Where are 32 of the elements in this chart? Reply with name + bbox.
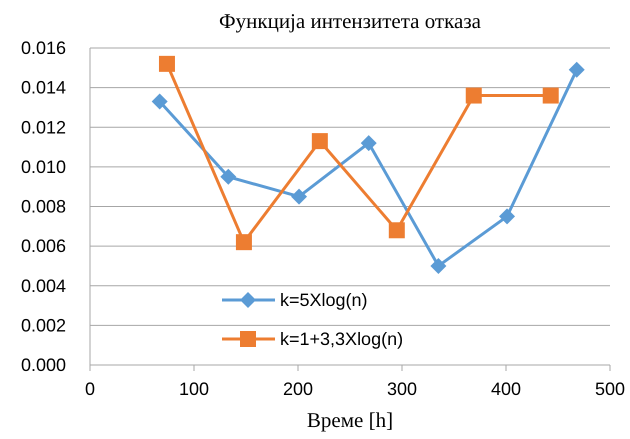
x-tick-label: 200 [282,379,314,399]
y-tick-label: 0.008 [20,196,66,216]
point [291,188,308,205]
x-tick-label: 400 [490,379,522,399]
y-tick-label: 0.012 [20,117,66,138]
point [542,88,559,104]
chart-title: Функција интензитета отказа [219,9,482,33]
point [499,208,516,224]
y-tick-label: 0.016 [20,38,66,58]
point [360,135,377,152]
x-tick-label: 300 [386,379,418,399]
y-tick-label: 0.004 [20,276,66,296]
point [152,93,168,110]
y-tick-label: 0.014 [20,78,66,98]
y-tick-label: 0.002 [20,315,66,336]
y-tick-label: 0.000 [20,355,66,375]
x-tick-label: 0 [84,379,96,399]
legend-label: k=5Xlog(n) [280,290,368,310]
point [312,133,328,150]
point [568,62,585,78]
x-tick-label: 100 [178,379,210,399]
point [220,168,236,185]
y-tick-label: 0.006 [20,236,66,256]
point [236,234,252,250]
y-tick-label: 0.010 [20,156,66,177]
point [388,222,405,238]
point [466,88,482,104]
x-tick-label: 500 [594,379,626,399]
point [158,56,175,72]
point [430,258,446,274]
x-axis-title: Време [h] [306,408,394,432]
legend-label: k=1+3,3Xlog(n) [280,329,404,349]
